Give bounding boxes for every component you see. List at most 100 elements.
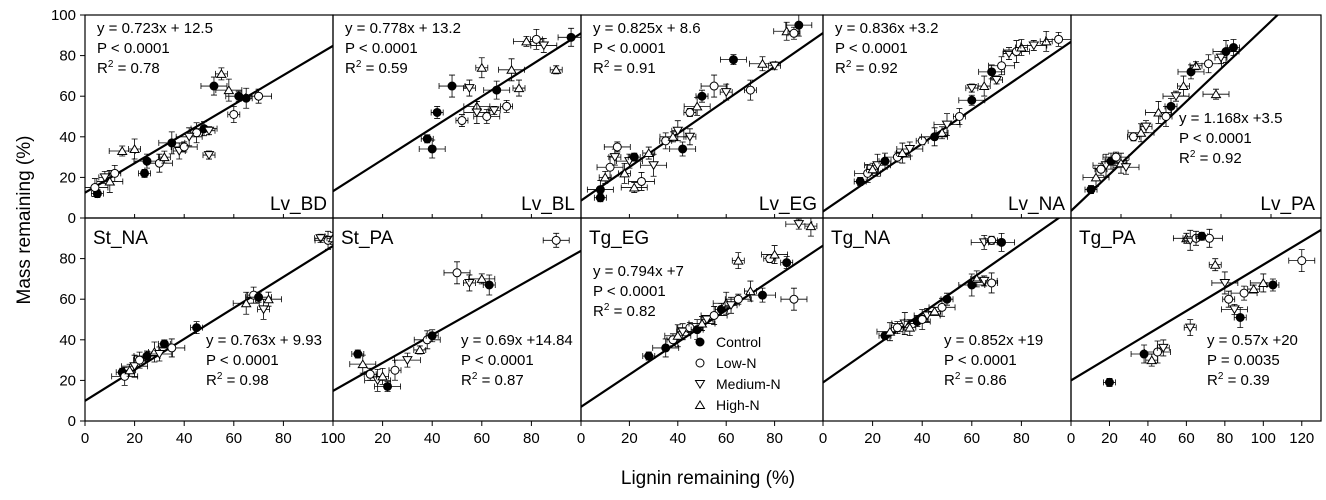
x-tick-label: 20	[864, 430, 881, 447]
data-point	[629, 152, 639, 162]
y-tick-label: 60	[59, 291, 76, 308]
data-point	[643, 148, 655, 158]
data-point	[90, 183, 100, 193]
data-point	[1161, 112, 1171, 121]
y-tick-label: 80	[59, 251, 76, 268]
data-point	[997, 61, 1007, 71]
data-point	[1297, 256, 1307, 266]
data-point	[684, 132, 696, 142]
panel-name: St_NA	[93, 228, 148, 249]
fit-r2: R2 = 0.78	[97, 59, 160, 77]
data-point	[794, 20, 804, 30]
data-point	[414, 344, 426, 354]
data-point	[720, 88, 732, 98]
data-point	[709, 310, 719, 320]
data-point	[209, 81, 219, 91]
data-point	[1204, 233, 1214, 243]
fit-equation: y = 0.836x +3.2	[835, 20, 938, 37]
data-point	[110, 168, 120, 178]
data-point	[644, 351, 654, 361]
data-point	[254, 91, 264, 101]
data-point	[263, 294, 274, 304]
x-tick-label: 40	[1140, 430, 1157, 447]
panel-Lv_BL: Lv_BL y = 0.778x + 13.2 P < 0.0001 R2 = 0.5…	[332, 14, 582, 219]
regression-line	[333, 32, 581, 193]
points	[853, 30, 1071, 186]
fit-equation: y = 0.794x +7	[593, 263, 684, 280]
fit-equation: y = 1.168x +3.5	[1179, 110, 1282, 127]
data-point	[390, 365, 400, 375]
data-point	[1146, 355, 1158, 365]
legend-label: Low-N	[716, 355, 756, 371]
fit-p-value: P < 0.0001	[944, 352, 1017, 369]
data-point	[159, 339, 169, 349]
data-point	[179, 142, 189, 152]
data-point	[685, 107, 695, 117]
x-tick-label: 60	[225, 430, 242, 447]
data-point	[978, 81, 990, 91]
data-point	[167, 138, 177, 148]
fit-equation: y = 0.852x +19	[944, 332, 1043, 349]
data-point	[1178, 81, 1189, 91]
y-tick-label: 20	[59, 372, 76, 389]
panel-name: Lv_EG	[759, 194, 817, 215]
fit-r2: R2 = 0.39	[1207, 371, 1270, 389]
y-tick-label: 40	[59, 129, 76, 146]
data-point	[942, 294, 952, 304]
data-point	[937, 302, 947, 312]
data-point	[1129, 132, 1138, 142]
data-point	[167, 343, 177, 353]
data-point	[997, 237, 1007, 247]
legend: Control Low-N Medium-N High-N	[694, 334, 781, 413]
data-point	[1090, 172, 1102, 182]
fit-p-value: P < 0.0001	[345, 40, 418, 57]
panel-St_PA: 0 20 40 60 80 St_PAy = 0.69x +14.84 P < 0.0001…	[329, 217, 582, 447]
data-point	[966, 84, 978, 94]
legend-marker	[695, 337, 705, 347]
y-tick-label: 0	[68, 413, 76, 430]
x-tick-label: 0	[819, 430, 827, 447]
data-point	[667, 131, 679, 141]
legend-marker	[694, 400, 706, 409]
panel-name: Tg_EG	[589, 228, 649, 249]
panel-name: Tg_PA	[1079, 228, 1136, 249]
y-tick-label: 60	[59, 88, 76, 105]
data-point	[422, 134, 432, 144]
data-point	[758, 290, 767, 300]
fit-p-value: P < 0.0001	[593, 283, 666, 300]
x-tick-label: 80	[766, 430, 783, 447]
data-point	[1086, 185, 1096, 195]
points	[349, 232, 570, 392]
fit-r2: R2 = 0.91	[593, 59, 656, 77]
data-point	[789, 28, 799, 38]
panel-name: Lv_BL	[521, 194, 575, 215]
data-point	[991, 75, 1002, 85]
data-point	[240, 298, 252, 308]
data-point	[353, 349, 363, 359]
data-point	[930, 132, 940, 142]
data-point	[476, 273, 488, 283]
fit-r2: R2 = 0.92	[835, 59, 898, 77]
data-point	[531, 34, 541, 44]
data-point	[365, 369, 375, 379]
data-point	[1219, 278, 1231, 288]
fit-r2: R2 = 0.98	[206, 371, 269, 389]
data-point	[1153, 107, 1164, 117]
data-point	[538, 41, 550, 51]
data-point	[521, 36, 532, 46]
panel-Tg_EG: 0 20 40 60 80 Tg_EGy = 0.794x +7 P < 0.0001 R2 …	[577, 217, 824, 447]
x-tick-label: 60	[718, 430, 735, 447]
data-point	[880, 156, 890, 166]
panel-Lv_BD: 0 20 40 60 80 100 Lv_BD y = 0.723x + 12.5 P < 0.…	[51, 7, 334, 227]
data-point	[1016, 42, 1027, 52]
data-point	[357, 359, 369, 369]
fit-equation: y = 0.778x + 13.2	[345, 20, 461, 37]
data-point	[1197, 231, 1207, 241]
data-point	[447, 81, 457, 91]
data-point	[99, 173, 111, 183]
data-point	[619, 168, 630, 178]
data-point	[677, 327, 689, 337]
fit-r2: R2 = 0.87	[461, 371, 524, 389]
panel-Lv_NA: Lv_NA y = 0.836x +3.2 P < 0.0001 R2 = 0.92	[822, 14, 1072, 219]
